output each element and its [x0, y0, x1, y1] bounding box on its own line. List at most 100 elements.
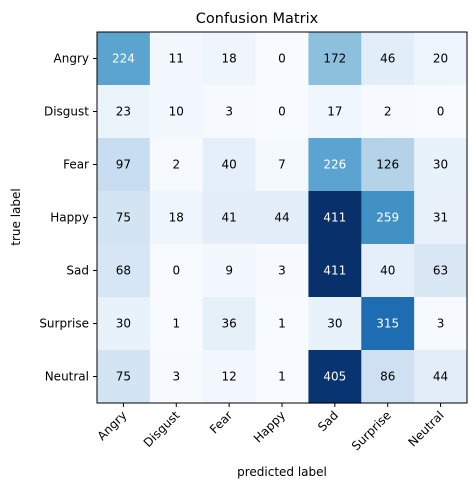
heatmap-cell [97, 191, 151, 245]
heatmap-cell [414, 191, 468, 245]
cell-value-label: 75 [116, 370, 131, 384]
y-tick-label: Fear [63, 158, 89, 172]
cell-value-label: 20 [433, 52, 448, 66]
cell-value-label: 411 [323, 211, 346, 225]
heatmap-cell [361, 350, 415, 404]
cell-value-label: 18 [221, 52, 236, 66]
y-axis-ticks: Angry Disgust Fear Happy Sad Surprise Neutral [39, 52, 97, 384]
heatmap-cell [149, 138, 204, 192]
cell-value-label: 30 [116, 317, 131, 331]
cell-value-label: 97 [116, 158, 131, 172]
heatmap-cell [308, 350, 362, 404]
heatmap-cell [202, 138, 257, 192]
heatmap-cell [202, 85, 257, 139]
cell-value-label: 0 [172, 264, 180, 278]
heatmap-cell [97, 32, 151, 86]
x-tick-label: Happy [251, 408, 288, 445]
cell-value-label: 0 [278, 105, 286, 119]
cell-value-label: 3 [225, 105, 233, 119]
cell-value-label: 1 [172, 317, 180, 331]
cell-value-label: 30 [327, 317, 342, 331]
cell-value-label: 0 [278, 52, 286, 66]
heatmap-cell [202, 32, 257, 86]
y-axis-label: true label [9, 188, 23, 245]
heatmap-cell [361, 138, 415, 192]
cell-value-label: 44 [433, 370, 448, 384]
cell-value-label: 36 [221, 317, 236, 331]
x-tick-label: Fear [207, 408, 235, 436]
cell-value-label: 63 [433, 264, 448, 278]
heatmap-cell [255, 244, 310, 298]
cell-value-label: 9 [225, 264, 233, 278]
heatmap-cell [361, 191, 415, 245]
x-tick-label: Neutral [405, 408, 446, 449]
heatmap-cell [361, 85, 415, 139]
cell-value-label: 1 [278, 370, 286, 384]
y-tick-label: Sad [66, 264, 89, 278]
y-tick-label: Happy [50, 211, 89, 225]
cell-value-label: 0 [437, 105, 445, 119]
chart-title: Confusion Matrix [196, 11, 319, 27]
y-tick-label: Surprise [39, 317, 89, 331]
cell-value-label: 259 [376, 211, 399, 225]
cell-value-label: 3 [172, 370, 180, 384]
heatmap-cell [361, 244, 415, 298]
x-tick-label: Sad [315, 408, 341, 434]
cell-value-label: 12 [221, 370, 236, 384]
y-tick-label: Angry [54, 52, 89, 66]
y-tick-label: Disgust [44, 105, 89, 119]
heatmap-cell [255, 191, 310, 245]
heatmap-cell [149, 32, 204, 86]
heatmap-cell [149, 244, 204, 298]
heatmap-cell [414, 297, 468, 351]
heatmap-cell [361, 32, 415, 86]
heatmap-cell [255, 350, 310, 404]
heatmap-cell [149, 350, 204, 404]
heatmap-cell [414, 350, 468, 404]
heatmap-cell [97, 350, 151, 404]
heatmap-cell [255, 32, 310, 86]
heatmap-cell [97, 297, 151, 351]
cell-value-label: 18 [169, 211, 184, 225]
cell-value-label: 40 [221, 158, 236, 172]
heatmap-cell [308, 85, 362, 139]
cell-value-label: 31 [433, 211, 448, 225]
heatmap-cell [202, 297, 257, 351]
cell-value-label: 2 [384, 105, 392, 119]
heatmap-cell [255, 85, 310, 139]
cell-value-label: 10 [169, 105, 184, 119]
cell-value-label: 11 [169, 52, 184, 66]
cell-value-label: 172 [323, 52, 346, 66]
y-tick-label: Neutral [45, 370, 89, 384]
cell-value-label: 75 [116, 211, 131, 225]
heatmap-cell [414, 85, 468, 139]
x-tick-label: Surprise [349, 408, 394, 453]
x-axis-ticks: Angry Disgust Fear Happy Sad Surprise Neutral [95, 403, 447, 453]
cell-value-label: 46 [380, 52, 395, 66]
heatmap-cell [414, 244, 468, 298]
x-axis-label: predicted label [237, 465, 327, 479]
heatmap-cell [149, 191, 204, 245]
cell-value-label: 17 [327, 105, 342, 119]
heatmap-cell [308, 191, 362, 245]
heatmap-cell [361, 297, 415, 351]
cell-value-label: 41 [221, 211, 236, 225]
cell-value-label: 86 [380, 370, 395, 384]
cell-value-label: 126 [376, 158, 399, 172]
cell-value-label: 68 [116, 264, 131, 278]
heatmap-cell [414, 32, 468, 86]
heatmap-cell [308, 297, 362, 351]
heatmap-cell [149, 297, 204, 351]
cell-value-label: 411 [323, 264, 346, 278]
cell-value-label: 2 [172, 158, 180, 172]
cell-value-label: 3 [437, 317, 445, 331]
heatmap-cell [255, 138, 310, 192]
cell-value-label: 315 [376, 317, 399, 331]
cell-value-label: 44 [274, 211, 289, 225]
heatmap-cell [308, 244, 362, 298]
cell-value-label: 7 [278, 158, 286, 172]
heatmap-cell [149, 85, 204, 139]
